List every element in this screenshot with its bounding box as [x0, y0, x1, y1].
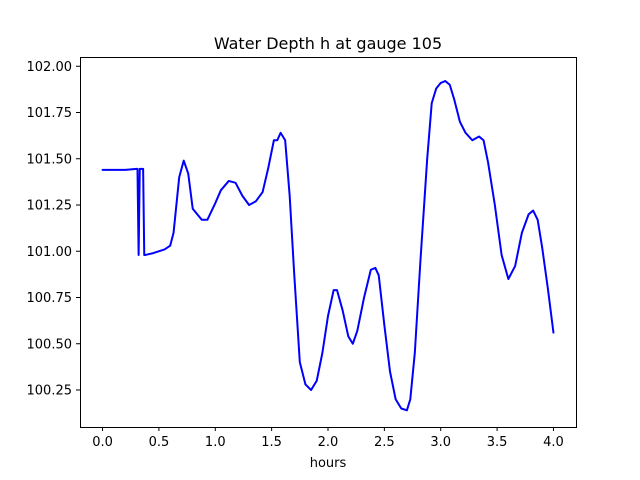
y-axis-ticks: 100.25 100.50 100.75 101.00 101.25 101.50 101.… — [27, 60, 80, 399]
x-tick-label: 4.0 — [543, 435, 564, 450]
x-tick-label: 3.0 — [430, 435, 451, 450]
y-tick-label: 100.50 — [27, 337, 73, 352]
y-tick-label: 101.25 — [27, 199, 73, 214]
series-line — [101, 80, 555, 412]
y-tick-label: 100.75 — [27, 291, 73, 306]
x-tick-label: 0.0 — [92, 435, 113, 450]
x-tick-label: 1.0 — [205, 435, 226, 450]
plot-frame — [80, 57, 577, 428]
y-tick-label: 101.50 — [27, 152, 73, 167]
y-tick-label: 101.75 — [27, 106, 73, 121]
x-tick-label: 3.5 — [487, 435, 508, 450]
x-axis-ticks: 0.0 0.5 1.0 1.5 2.0 2.5 3.0 3.5 4.0 — [92, 427, 564, 450]
y-tick-label: 101.00 — [27, 245, 73, 260]
x-tick-label: 1.5 — [261, 435, 282, 450]
x-tick-label: 2.5 — [374, 435, 395, 450]
x-tick-label: 2.0 — [318, 435, 339, 450]
y-tick-label: 102.00 — [27, 60, 73, 75]
plot-series — [101, 80, 555, 412]
chart-title: Water Depth h at gauge 105 — [214, 34, 442, 53]
x-tick-label: 0.5 — [149, 435, 170, 450]
x-axis-label: hours — [310, 456, 347, 471]
y-tick-label: 100.25 — [27, 384, 73, 399]
